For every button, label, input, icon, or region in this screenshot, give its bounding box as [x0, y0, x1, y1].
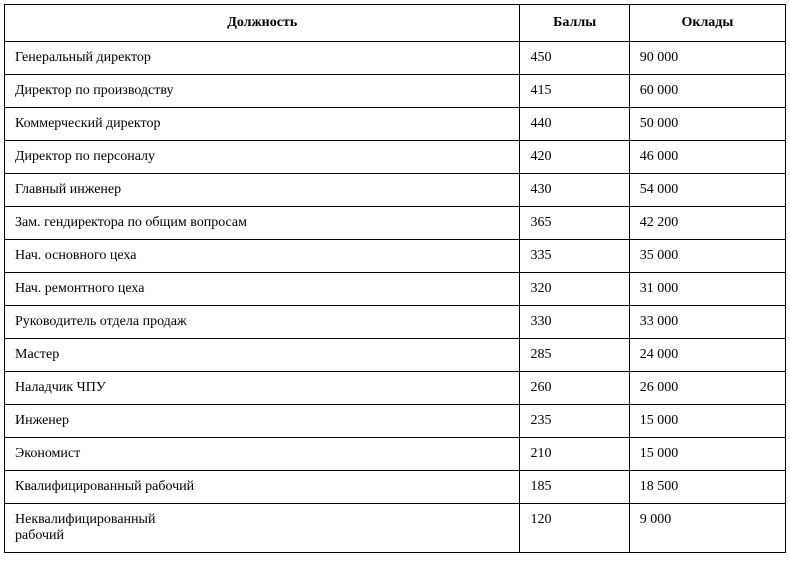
table-row: Коммерческий директор44050 000	[5, 108, 786, 141]
cell-points: 440	[520, 108, 629, 141]
cell-points: 285	[520, 339, 629, 372]
cell-position: Коммерческий директор	[5, 108, 520, 141]
cell-salary: 31 000	[629, 273, 785, 306]
cell-points: 450	[520, 42, 629, 75]
table-header-row: Должность Баллы Оклады	[5, 5, 786, 42]
table-header: Должность Баллы Оклады	[5, 5, 786, 42]
table-row: Экономист21015 000	[5, 438, 786, 471]
cell-points: 335	[520, 240, 629, 273]
cell-salary: 60 000	[629, 75, 785, 108]
table-row: Квалифицированный рабочий18518 500	[5, 471, 786, 504]
table-row: Директор по производству41560 000	[5, 75, 786, 108]
cell-salary: 15 000	[629, 405, 785, 438]
cell-position: Директор по персоналу	[5, 141, 520, 174]
cell-salary: 50 000	[629, 108, 785, 141]
cell-salary: 33 000	[629, 306, 785, 339]
cell-position: Квалифицированный рабочий	[5, 471, 520, 504]
cell-position: Экономист	[5, 438, 520, 471]
cell-points: 330	[520, 306, 629, 339]
cell-points: 185	[520, 471, 629, 504]
cell-points: 120	[520, 504, 629, 553]
salary-table: Должность Баллы Оклады Генеральный дирек…	[4, 4, 786, 553]
cell-position: Нач. основного цеха	[5, 240, 520, 273]
header-position: Должность	[5, 5, 520, 42]
cell-position: Инженер	[5, 405, 520, 438]
cell-salary: 18 500	[629, 471, 785, 504]
cell-position: Генеральный директор	[5, 42, 520, 75]
cell-position: Наладчик ЧПУ	[5, 372, 520, 405]
table-row: Нач. ремонтного цеха32031 000	[5, 273, 786, 306]
cell-points: 415	[520, 75, 629, 108]
cell-points: 420	[520, 141, 629, 174]
cell-position: Зам. гендиректора по общим вопросам	[5, 207, 520, 240]
table-row: Генеральный директор45090 000	[5, 42, 786, 75]
cell-position: Мастер	[5, 339, 520, 372]
header-salary: Оклады	[629, 5, 785, 42]
cell-position: Неквалифицированный рабочий	[5, 504, 520, 553]
cell-salary: 9 000	[629, 504, 785, 553]
cell-position: Руководитель отдела продаж	[5, 306, 520, 339]
cell-salary: 42 200	[629, 207, 785, 240]
table-row: Зам. гендиректора по общим вопросам36542…	[5, 207, 786, 240]
table-row: Директор по персоналу42046 000	[5, 141, 786, 174]
table-row: Неквалифицированный рабочий1209 000	[5, 504, 786, 553]
table-row: Главный инженер43054 000	[5, 174, 786, 207]
cell-points: 320	[520, 273, 629, 306]
table-row: Наладчик ЧПУ26026 000	[5, 372, 786, 405]
cell-position: Главный инженер	[5, 174, 520, 207]
cell-position: Нач. ремонтного цеха	[5, 273, 520, 306]
table-row: Мастер28524 000	[5, 339, 786, 372]
cell-points: 210	[520, 438, 629, 471]
cell-salary: 26 000	[629, 372, 785, 405]
cell-points: 235	[520, 405, 629, 438]
table-row: Руководитель отдела продаж33033 000	[5, 306, 786, 339]
table-row: Нач. основного цеха33535 000	[5, 240, 786, 273]
table-row: Инженер23515 000	[5, 405, 786, 438]
cell-salary: 54 000	[629, 174, 785, 207]
cell-salary: 35 000	[629, 240, 785, 273]
cell-salary: 15 000	[629, 438, 785, 471]
table-body: Генеральный директор45090 000Директор по…	[5, 42, 786, 553]
cell-position: Директор по производству	[5, 75, 520, 108]
cell-points: 260	[520, 372, 629, 405]
cell-salary: 24 000	[629, 339, 785, 372]
cell-salary: 90 000	[629, 42, 785, 75]
cell-salary: 46 000	[629, 141, 785, 174]
cell-points: 430	[520, 174, 629, 207]
cell-points: 365	[520, 207, 629, 240]
header-points: Баллы	[520, 5, 629, 42]
